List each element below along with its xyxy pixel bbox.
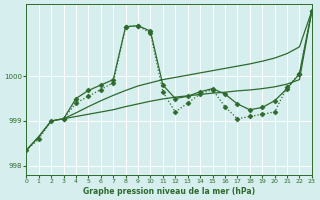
X-axis label: Graphe pression niveau de la mer (hPa): Graphe pression niveau de la mer (hPa)	[83, 187, 255, 196]
